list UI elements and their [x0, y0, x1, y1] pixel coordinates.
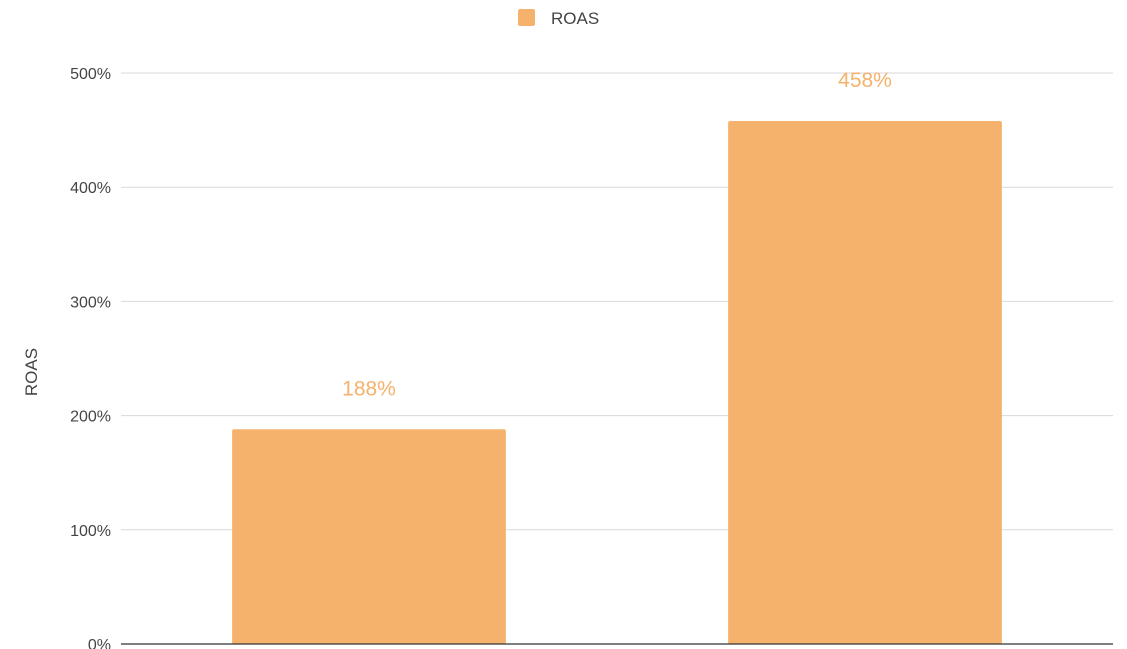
y-tick-label-200: 200%	[70, 409, 111, 426]
data-label-bar-2: 458%	[838, 69, 892, 92]
y-axis-tick-labels: 0% 100% 200% 300% 400% 500%	[70, 66, 111, 649]
y-tick-label-500: 500%	[70, 66, 111, 83]
y-tick-label-300: 300%	[70, 294, 111, 311]
bar-2	[728, 120, 1002, 645]
y-axis-title: ROAS	[22, 348, 41, 396]
y-tick-label-400: 400%	[70, 180, 111, 197]
data-label-bar-1: 188%	[342, 377, 396, 400]
bars	[232, 120, 1002, 645]
bar-1	[232, 429, 506, 644]
legend-label-roas: ROAS	[551, 9, 599, 28]
legend-swatch-roas	[518, 9, 535, 26]
y-tick-label-100: 100%	[70, 523, 111, 540]
data-labels: 188% 458%	[342, 69, 892, 400]
legend: ROAS	[518, 9, 599, 28]
y-tick-label-0: 0%	[88, 637, 111, 649]
